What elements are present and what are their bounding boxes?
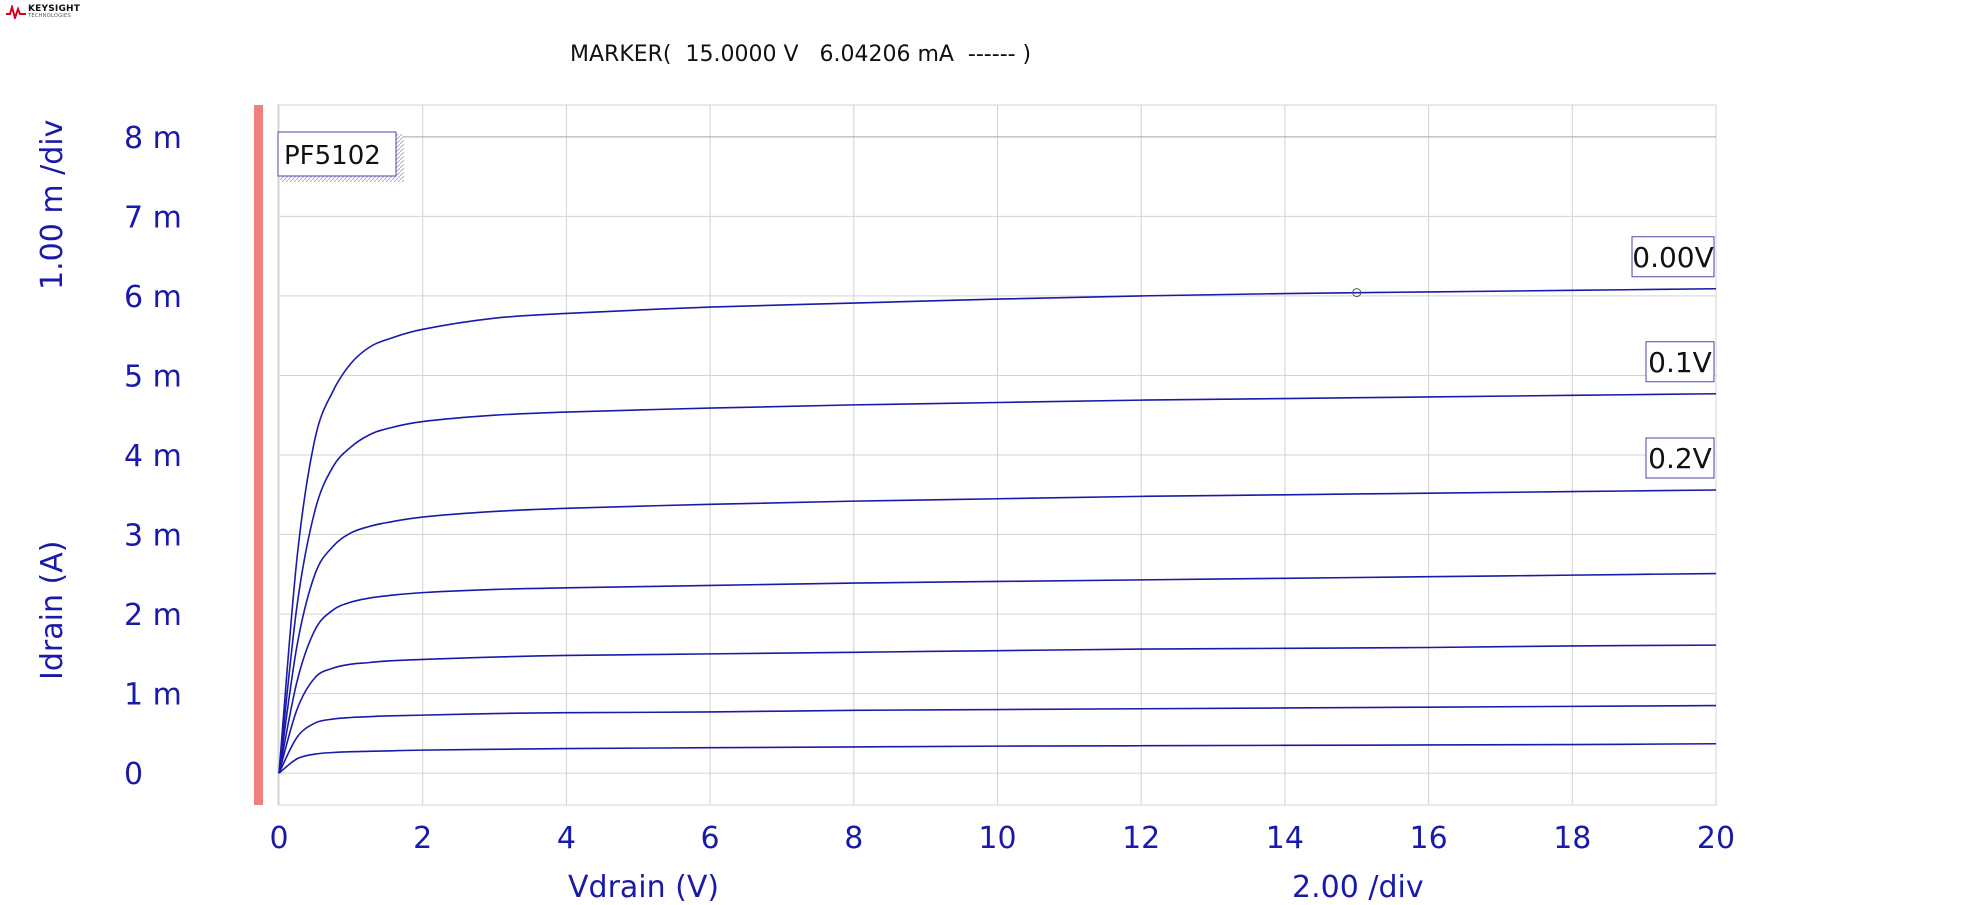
marker-readout: MARKER( 15.0000 V 6.04206 mA ------ ) — [570, 42, 1032, 67]
x-tick-label: 16 — [1410, 821, 1448, 856]
x-tick-label: 12 — [1122, 821, 1160, 856]
y-div-label: 1.00 m /div — [35, 120, 70, 290]
x-tick-label: 18 — [1553, 821, 1591, 856]
marker-point — [1352, 288, 1362, 298]
x-axis-label: Vdrain (V) — [568, 870, 719, 905]
grid — [278, 105, 1717, 805]
y-tick-label: 7 m — [124, 200, 182, 235]
left-indicator-bar — [254, 105, 263, 805]
y-tick-label: 2 m — [124, 598, 182, 633]
x-div-label: 2.00 /div — [1292, 870, 1424, 905]
y-tick-label: 3 m — [124, 519, 182, 554]
x-tick-label: 4 — [557, 821, 576, 856]
x-tick-label: 14 — [1266, 821, 1304, 856]
x-tick-label: 8 — [844, 821, 863, 856]
series-line-5 — [278, 704, 1717, 774]
x-tick-label: 2 — [413, 821, 432, 856]
x-tick-label: 6 — [701, 821, 720, 856]
x-tick-label: 10 — [978, 821, 1016, 856]
series-line-2 — [278, 489, 1717, 774]
series-line-4 — [278, 644, 1717, 774]
x-tick-label: 0 — [269, 821, 288, 856]
y-tick-label: 8 m — [124, 121, 182, 156]
y-tick-label: 0 — [124, 757, 143, 792]
series-line-6 — [278, 742, 1717, 774]
device-label: PF5102 — [284, 141, 381, 171]
keysight-logo: KEYSIGHT TECHNOLOGIES — [6, 5, 80, 19]
y-tick-label: 4 m — [124, 439, 182, 474]
keysight-wave-icon — [6, 5, 26, 19]
y-tick-labels: 0 1 m 2 m 3 m 4 m 5 m 6 m 7 m 8 m — [124, 121, 182, 792]
device-label-box: PF5102 — [277, 131, 404, 182]
series-line-0 — [278, 287, 1717, 774]
y-tick-label: 1 m — [124, 678, 182, 713]
logo-subtitle: TECHNOLOGIES — [28, 13, 71, 19]
y-tick-label: 5 m — [124, 359, 182, 394]
x-tick-labels: 0 2 4 6 8 10 12 14 16 18 20 — [269, 821, 1735, 856]
series-label-box — [1645, 437, 1715, 479]
series-label: 0.1V — [1648, 346, 1712, 379]
series-label: 0.00V — [1632, 241, 1714, 274]
series-group: 0.00V 0.1V 0.2V — [278, 236, 1717, 774]
series-label-box — [1645, 341, 1715, 383]
logo-name: KEYSIGHT — [28, 4, 81, 14]
y-tick-label: 6 m — [124, 280, 182, 315]
series-label: 0.2V — [1648, 442, 1712, 475]
x-tick-label: 20 — [1697, 821, 1735, 856]
series-label-box — [1631, 236, 1715, 278]
y-axis-label: Idrain (A) — [35, 541, 70, 680]
series-line-3 — [278, 572, 1717, 774]
series-line-1 — [278, 392, 1717, 774]
